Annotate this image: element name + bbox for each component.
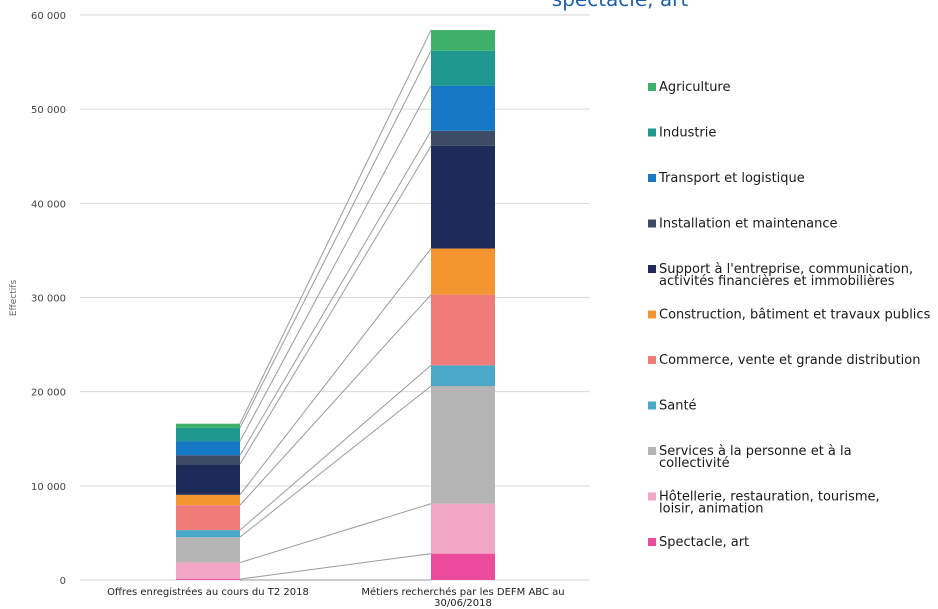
connector-line xyxy=(239,248,432,496)
legend-swatch xyxy=(648,83,656,91)
legend-label: Industrie xyxy=(659,126,716,141)
bar-segment-sante xyxy=(176,530,240,538)
y-tick-label: 10 000 xyxy=(31,482,66,493)
legend-item-commerce-vente-et-grande-distribution: Commerce, vente et grande distribution xyxy=(648,353,920,368)
legend-swatch xyxy=(648,219,656,228)
bar-segment-commerce-vente-et-grande-distribution xyxy=(431,294,495,366)
bar-segment-hotellerie-restauration-tourisme-loisir-animation xyxy=(431,503,495,554)
connector-line xyxy=(239,385,432,538)
bar-segment-spectacle-art xyxy=(431,553,495,580)
legend-label: Construction, bâtiment et travaux public… xyxy=(659,308,931,323)
bar-segment-installation-et-maintenance xyxy=(176,455,240,465)
legend-item-installation-et-maintenance: Installation et maintenance xyxy=(648,217,838,232)
bar-segment-construction-batiment-et-travaux-publics xyxy=(176,494,240,506)
connector-lines xyxy=(239,29,432,581)
legend-label: Hôtellerie, restauration, tourisme, loisi… xyxy=(659,490,880,517)
connector-line xyxy=(239,145,432,465)
legend-swatch xyxy=(648,265,656,273)
legend-item-services-a-la-personne-et-a-la-collectivite: Services à la personne et à la collectivi… xyxy=(648,444,852,471)
bar-segment-support-a-l-entreprise-communication-activites-financieres-et-immobilieres xyxy=(176,464,240,495)
legend-item-support-a-l-entreprise-communication-activites-financieres-et-immobilieres: Support à l'entreprise, communication, ac… xyxy=(648,262,913,289)
legend-item-sante: Santé xyxy=(648,399,697,414)
legend-swatch xyxy=(648,310,656,319)
bar-segment-transport-et-logistique xyxy=(176,441,240,456)
connector-line xyxy=(239,553,432,580)
legend-label: Installation et maintenance xyxy=(659,217,838,232)
legend-label: Agriculture xyxy=(659,80,731,95)
legend-swatch xyxy=(648,447,656,455)
connector-line xyxy=(239,29,432,424)
y-axis: 0 10 000 20 000 30 000 40 000 50 000 60 000 xyxy=(31,11,66,587)
bar-segment-industrie xyxy=(176,427,240,442)
legend-swatch xyxy=(648,538,656,546)
bar-segment-industrie xyxy=(431,50,495,86)
connector-line xyxy=(239,50,432,429)
connector-line xyxy=(239,294,432,506)
y-tick-label: 20 000 xyxy=(31,388,66,399)
y-axis-label: Effectifs xyxy=(9,280,19,317)
bar-segment-installation-et-maintenance xyxy=(431,130,495,146)
chart-title: spectacle, art xyxy=(552,0,689,11)
y-tick-label: 30 000 xyxy=(31,294,66,305)
x-category-label: Offres enregistrées au cours du T2 2018 xyxy=(107,586,309,598)
gridlines xyxy=(80,14,590,581)
legend-label: Commerce, vente et grande distribution xyxy=(659,353,920,368)
bar-segment-spectacle-art xyxy=(176,579,240,580)
legend: Agriculture Industrie Transport et logisti… xyxy=(648,80,931,550)
bar-segment-sante xyxy=(431,365,495,387)
y-tick-label: 50 000 xyxy=(31,105,66,116)
bar-segment-services-a-la-personne-et-a-la-collectivite xyxy=(431,386,495,504)
y-tick-label: 60 000 xyxy=(31,11,66,22)
legend-item-construction-batiment-et-travaux-publics: Construction, bâtiment et travaux public… xyxy=(648,308,931,323)
legend-label: Support à l'entreprise, communication, ac… xyxy=(659,262,913,289)
legend-swatch xyxy=(648,128,656,137)
legend-item-agriculture: Agriculture xyxy=(648,80,731,95)
legend-item-hotellerie-restauration-tourisme-loisir-animation: Hôtellerie, restauration, tourisme, loisi… xyxy=(648,490,880,517)
bar-segment-support-a-l-entreprise-communication-activites-financieres-et-immobilieres xyxy=(431,145,495,249)
legend-item-transport-et-logistique: Transport et logistique xyxy=(648,171,805,186)
connector-line xyxy=(239,85,432,442)
bar-segment-construction-batiment-et-travaux-publics xyxy=(431,248,495,295)
legend-swatch xyxy=(648,174,656,182)
bar-segment-commerce-vente-et-grande-distribution xyxy=(176,505,240,531)
bar-segment-agriculture xyxy=(176,423,240,428)
legend-label: Santé xyxy=(659,399,697,414)
bar-segment-services-a-la-personne-et-a-la-collectivite xyxy=(176,537,240,563)
y-tick-label: 40 000 xyxy=(31,199,66,210)
legend-label: Spectacle, art xyxy=(659,535,749,550)
x-axis-categories: Offres enregistrées au cours du T2 2018 M… xyxy=(107,586,564,609)
y-tick-label: 0 xyxy=(60,576,66,587)
connector-line xyxy=(239,503,432,564)
legend-swatch xyxy=(648,492,656,501)
connector-line xyxy=(239,364,432,531)
legend-swatch xyxy=(648,401,656,410)
legend-label: Services à la personne et à la collectivi… xyxy=(659,444,852,471)
legend-swatch xyxy=(648,356,656,364)
legend-label: Transport et logistique xyxy=(658,171,805,186)
bars xyxy=(176,30,495,580)
bar-segment-agriculture xyxy=(431,30,495,51)
connector-line xyxy=(239,130,432,456)
bar-segment-hotellerie-restauration-tourisme-loisir-animation xyxy=(176,562,240,580)
x-category-label: Métiers recherchés par les DEFM ABC au 30… xyxy=(361,586,564,609)
legend-item-industrie: Industrie xyxy=(648,126,716,141)
bar-segment-transport-et-logistique xyxy=(431,85,495,131)
legend-item-spectacle-art: Spectacle, art xyxy=(648,535,749,550)
